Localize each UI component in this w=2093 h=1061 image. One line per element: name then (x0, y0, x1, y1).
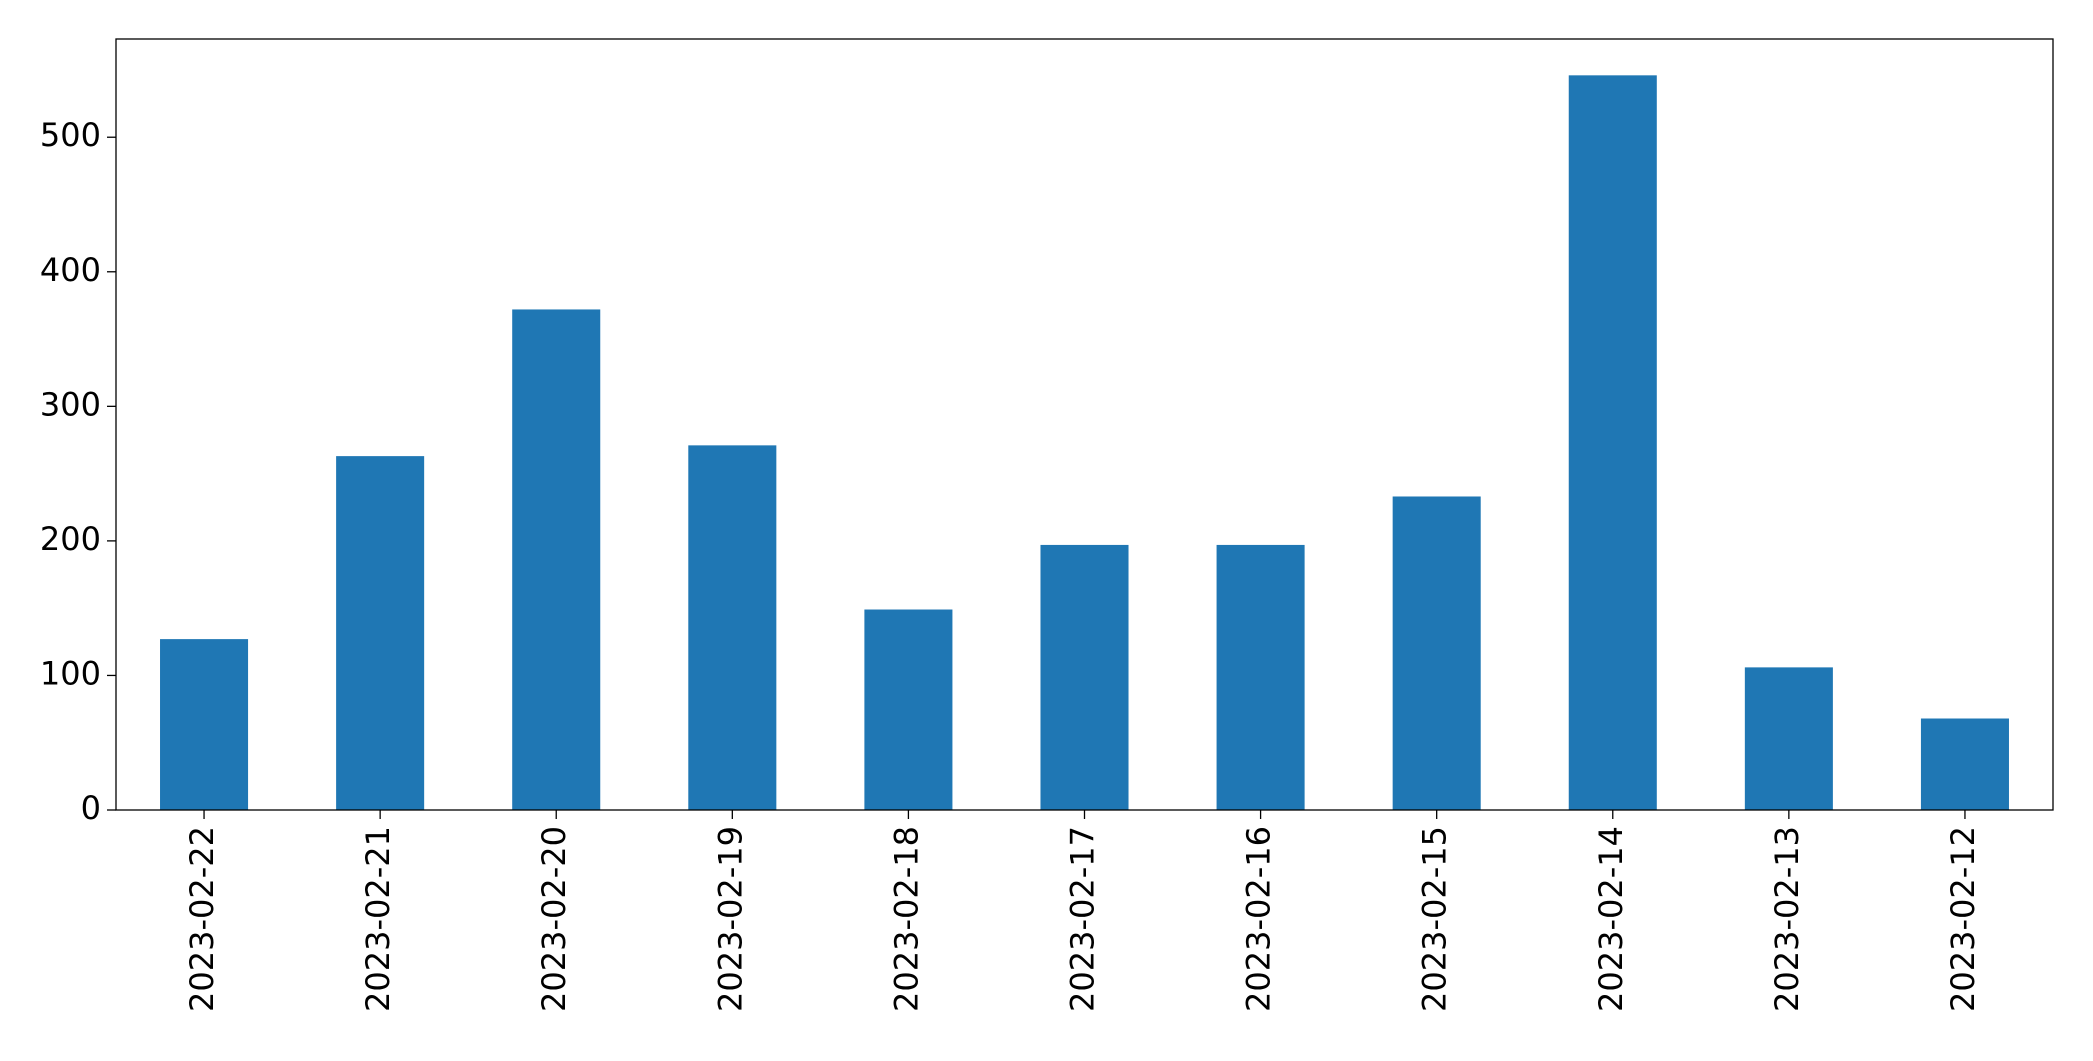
x-tick-label: 2023-02-19 (711, 826, 749, 1012)
y-tick-label: 200 (40, 520, 101, 558)
x-tick-label: 2023-02-13 (1768, 826, 1806, 1012)
bar (1216, 544, 1305, 810)
bar (1920, 718, 2009, 810)
x-tick-label: 2023-02-15 (1416, 826, 1454, 1012)
x-tick-label: 2023-02-16 (1240, 826, 1278, 1012)
bar (160, 639, 249, 810)
bar (1568, 75, 1657, 811)
y-tick-label: 100 (40, 654, 101, 692)
x-tick-label: 2023-02-18 (887, 826, 925, 1012)
y-tick-label: 500 (40, 116, 101, 154)
x-tick-label: 2023-02-14 (1592, 826, 1630, 1012)
bar (1392, 496, 1481, 810)
y-tick-label: 300 (40, 385, 101, 423)
x-tick-label: 2023-02-17 (1064, 826, 1102, 1012)
bar (864, 609, 953, 810)
x-tick-label: 2023-02-12 (1944, 826, 1982, 1012)
y-tick-label: 400 (40, 251, 101, 289)
bar (688, 445, 777, 810)
bar (336, 456, 425, 810)
x-tick-label: 2023-02-22 (183, 826, 221, 1012)
x-tick-label: 2023-02-21 (359, 826, 397, 1012)
bar (1744, 667, 1833, 810)
bar (512, 309, 601, 810)
plot-frame (115, 38, 2054, 811)
y-tick-label: 0 (81, 789, 101, 827)
x-tick-label: 2023-02-20 (535, 826, 573, 1012)
bar (1040, 544, 1129, 810)
